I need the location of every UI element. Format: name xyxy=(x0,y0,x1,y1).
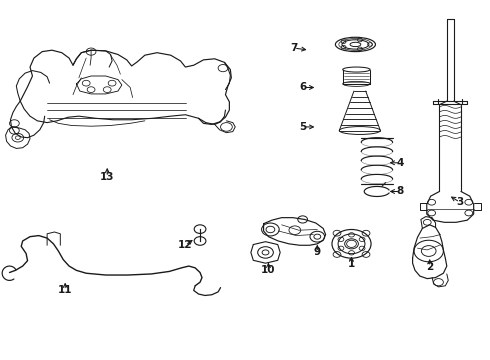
Text: 7: 7 xyxy=(290,43,297,53)
Text: 5: 5 xyxy=(299,122,306,132)
Text: 12: 12 xyxy=(178,240,193,250)
Text: 13: 13 xyxy=(100,172,115,182)
Text: 1: 1 xyxy=(348,259,355,269)
Text: 3: 3 xyxy=(456,197,464,207)
Text: 6: 6 xyxy=(299,82,306,93)
Text: 11: 11 xyxy=(58,285,73,296)
Text: 8: 8 xyxy=(397,186,404,197)
Text: 9: 9 xyxy=(314,247,321,257)
Text: 2: 2 xyxy=(426,262,433,272)
Text: 10: 10 xyxy=(261,265,276,275)
Text: 4: 4 xyxy=(397,158,404,168)
